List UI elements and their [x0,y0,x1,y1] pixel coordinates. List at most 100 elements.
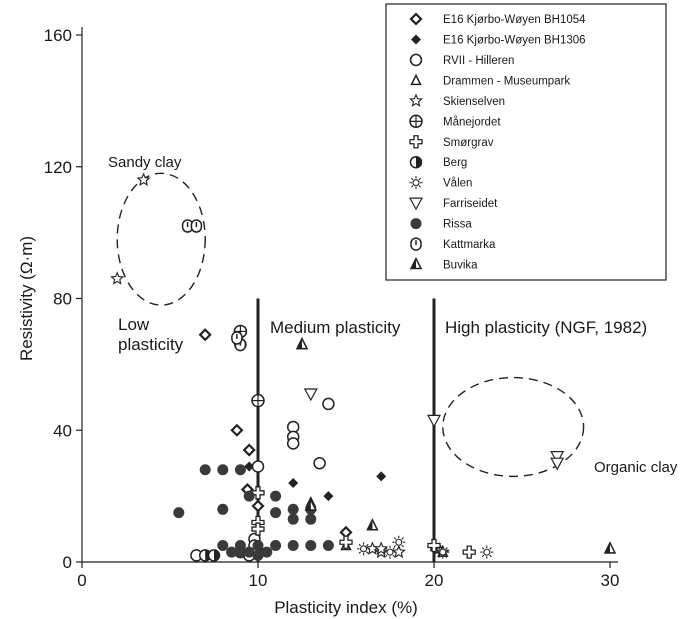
data-point [313,456,326,470]
data-point [251,486,265,500]
data-point [391,544,406,559]
legend-marker [409,12,423,26]
data-point [217,464,229,476]
legend-label: Farriseidet [443,198,498,210]
legend-marker [409,256,423,270]
legend-label: Vålen [443,178,472,190]
annotation-low1: Low [118,315,150,334]
data-point [304,498,318,511]
marker-fill [305,500,311,511]
data-point [217,540,229,552]
legend-label: Månejordet [443,116,501,128]
marker-ray [392,547,395,550]
marker-shape [286,437,300,450]
data-point [231,331,243,345]
region-ellipse [442,376,585,478]
marker-shape [395,538,403,546]
series-12 [295,336,617,554]
data-point [436,545,450,559]
marker-shape [408,197,424,211]
data-point [230,423,244,437]
data-point [234,546,246,558]
marker-ray [418,185,421,188]
legend-label: Kattmarka [443,239,496,251]
data-point [286,437,300,450]
x-axis-label: Plasticity index (%) [274,598,418,617]
legend-label: Skienselven [443,96,505,108]
marker-shape [409,53,423,67]
data-point [322,540,334,552]
axes: 0 40 80 120 160 0 10 20 30 Plasticity index (%) Re… [17,26,619,617]
y-tick-label: 80 [53,290,72,309]
y-tick-label: 120 [44,158,72,177]
marker-ray [411,177,414,181]
marker-shape [374,541,389,555]
legend-marker [409,176,423,190]
data-point [383,545,397,559]
marker-shape [409,135,423,149]
marker-shape [408,93,424,107]
region-ellipse [116,172,206,306]
legend-label: Buvika [443,260,478,272]
marker-shape [376,471,387,482]
marker-fill [367,519,373,530]
marker-ray [401,544,404,548]
marker-shape [251,499,265,513]
marker-shape [244,461,255,472]
data-point [426,414,442,428]
marker-shape [251,486,265,500]
marker-shape [410,73,422,86]
legend-marker [409,135,423,149]
data-point [136,172,151,186]
legend-label: E16 Kjørbo-Wøyen BH1054 [443,14,586,26]
data-point [480,545,494,559]
data-point [392,535,406,549]
marker-shape [173,507,185,519]
annotation-high: High plasticity (NGF, 1982) [445,318,647,337]
legend-label: RVII - Hilleren [443,55,514,67]
marker-shape [550,457,565,471]
data-point [251,522,265,536]
marker-shape [339,535,353,549]
data-point [261,546,273,558]
data-point [305,540,317,552]
marker-shape [230,423,244,437]
legend-marker [410,218,422,230]
data-point [288,477,299,488]
marker-ray [366,551,369,554]
marker-ray [418,177,421,181]
marker-shape [270,540,282,552]
y-tick-label: 40 [53,421,72,440]
x-tick-label: 20 [425,571,444,590]
y-axis-label: Resistivity (Ω·m) [17,236,36,361]
data-point [252,549,264,561]
marker-ray [411,185,414,188]
y-tick-label: 0 [63,553,72,572]
series-0 [198,328,353,559]
legend-label: Rissa [443,219,472,231]
series-6 [251,486,476,559]
series-11 [181,219,247,352]
data-point [270,490,282,502]
legend-label: E16 Kjørbo-Wøyen BH1306 [443,34,586,46]
data-point [110,271,125,285]
marker-shape [110,271,125,285]
marker-shape [287,513,299,525]
legend-marker [410,73,422,86]
data-point [287,503,299,515]
data-point [295,336,309,350]
data-point [376,471,387,482]
marker-shape [242,443,256,457]
marker-shape [252,540,264,552]
marker-shape [305,540,317,552]
marker-shape [287,503,299,515]
marker-shape [305,513,317,525]
marker-shape [409,12,423,26]
marker-ray [366,543,369,547]
marker-ray [489,547,492,550]
legend-marker [409,114,423,129]
legend-marker [408,197,424,211]
data-point [173,507,185,519]
legend-marker [409,155,423,169]
